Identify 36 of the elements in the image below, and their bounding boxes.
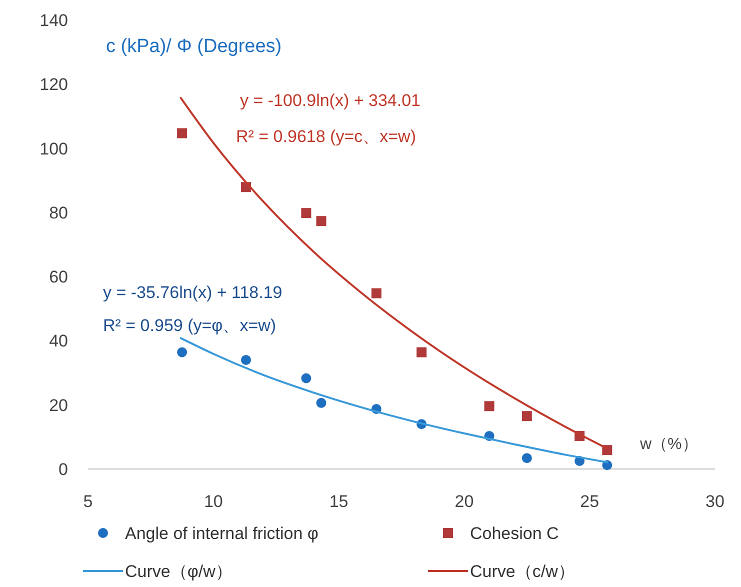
y-tick-label: 20 (49, 396, 68, 415)
point (522, 411, 532, 422)
point (177, 128, 188, 138)
point (522, 453, 532, 464)
y-tick-label: 140 (40, 11, 68, 30)
x-axis-title: w（%） (639, 436, 698, 453)
x-tick-label: 10 (204, 492, 223, 511)
y-tick-label: 40 (49, 332, 68, 351)
legend-label: Angle of internal friction φ (125, 524, 318, 543)
y-tick-label: 100 (40, 139, 68, 158)
x-tick-label: 20 (454, 492, 474, 511)
legend-label: Curve（φ/w） (125, 562, 232, 581)
x-tick-label: 30 (706, 492, 724, 511)
y-tick-label: 120 (40, 75, 68, 94)
y-tick-label: 0 (58, 460, 68, 479)
point (301, 373, 312, 384)
annotation: y = -100.9ln(x) + 334.01 (240, 91, 421, 110)
point (484, 401, 494, 412)
x-tick-label: 15 (329, 492, 348, 511)
x-tick-label: 5 (83, 492, 93, 511)
annotation: R² = 0.9618 (y=c、x=w) (236, 127, 416, 146)
point (301, 208, 312, 218)
legend-label: Curve（c/w） (470, 562, 575, 581)
annotation: y = -35.76ln(x) + 118.19 (103, 283, 282, 302)
point (316, 216, 326, 226)
legend-label: Cohesion C (470, 524, 559, 543)
point (177, 347, 188, 358)
y-axis-title: c (kPa)/ Φ (Degrees) (106, 36, 282, 57)
x-tick-label: 25 (580, 492, 600, 511)
point (316, 398, 326, 408)
point (371, 288, 382, 298)
y-tick-label: 80 (49, 203, 68, 222)
annotation: R² = 0.959 (y=φ、x=w) (103, 316, 276, 335)
point (416, 347, 427, 358)
point (241, 354, 252, 365)
y-tick-label: 60 (49, 268, 68, 287)
